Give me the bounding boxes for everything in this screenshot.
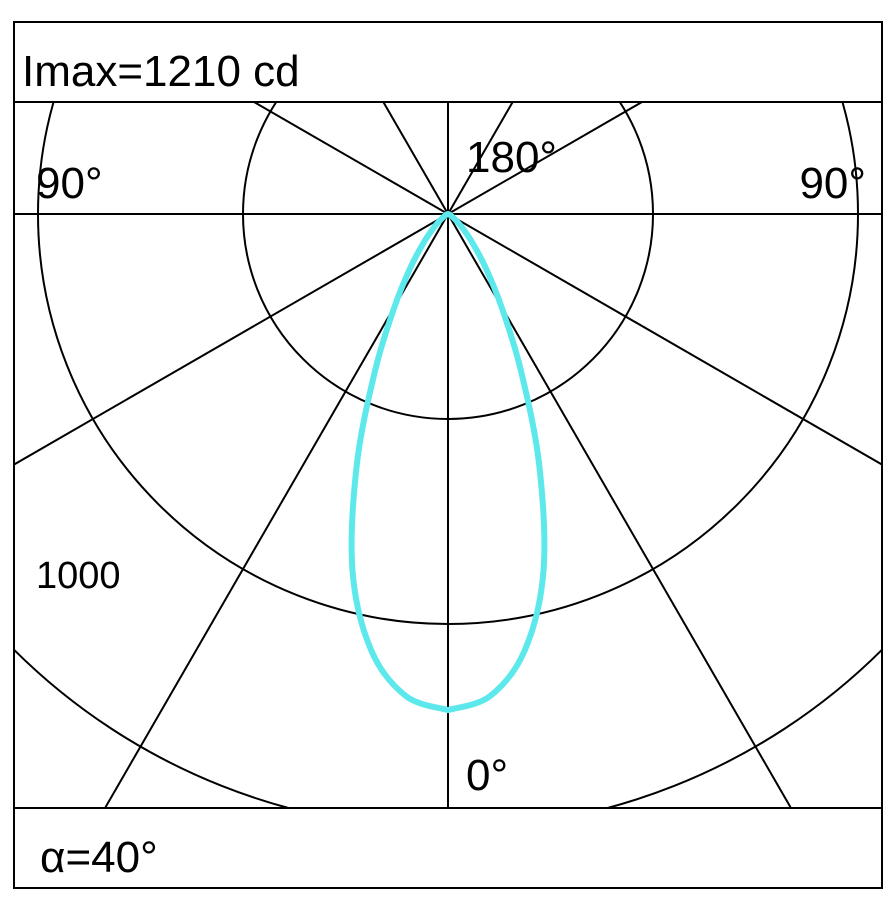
intensity-curve-group	[348, 210, 548, 714]
beam-angle-label: α=40°	[40, 833, 158, 882]
intensity-curve-0	[348, 210, 548, 714]
radial-tick-label-1000: 1000	[36, 555, 121, 597]
imax-label: Imax=1210 cd	[22, 47, 300, 96]
outer-frame	[13, 21, 883, 889]
footer-box	[13, 807, 883, 889]
angle-label-top: 180°	[466, 133, 557, 182]
angle-label-right: 90°	[799, 159, 866, 208]
angle-label-bottom: 0°	[466, 751, 508, 800]
angle-label-left: 90°	[36, 159, 103, 208]
